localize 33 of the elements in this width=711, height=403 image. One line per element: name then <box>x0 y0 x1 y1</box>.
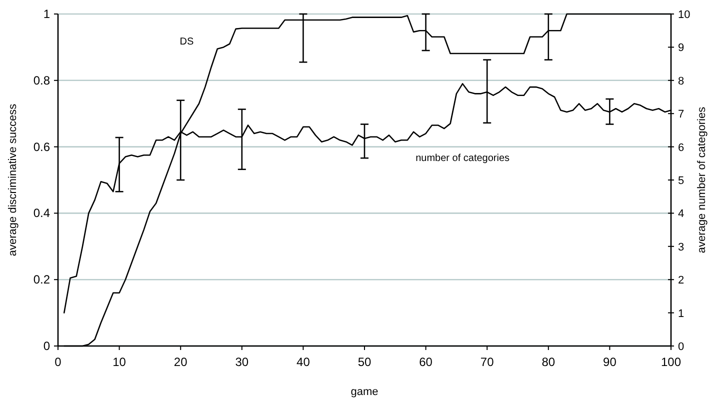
x-tick-label: 30 <box>235 355 249 369</box>
y2-tick-label: 8 <box>678 75 684 88</box>
y2-tick-label: 6 <box>678 142 684 154</box>
y2-tick-label: 9 <box>678 42 684 54</box>
y-tick-label: 0 <box>43 339 50 353</box>
y2-tick-label: 10 <box>678 9 690 21</box>
y2-tick-label: 4 <box>678 208 684 220</box>
x-tick-label: 60 <box>419 355 433 369</box>
y2-tick-label: 2 <box>678 274 684 287</box>
y2-tick-label: 5 <box>678 175 684 187</box>
x-tick-label: 10 <box>112 355 126 369</box>
x-tick-label: 40 <box>296 355 310 369</box>
x-tick-label: 100 <box>660 355 682 369</box>
x-tick-label: 50 <box>358 355 372 369</box>
x-tick-label: 90 <box>603 355 617 369</box>
y2-tick-label: 1 <box>678 308 684 320</box>
y-tick-label: 0.2 <box>33 272 50 287</box>
x-tick-label: 0 <box>54 355 62 369</box>
y-axis-title: average discriminative success <box>7 103 19 256</box>
y-tick-label: 0.8 <box>33 73 50 88</box>
y-tick-label: 0.4 <box>33 206 50 220</box>
y2-axis-title: average number of categories <box>696 106 708 254</box>
y2-tick-label: 0 <box>678 341 684 353</box>
x-axis-title: game <box>350 386 378 398</box>
y2-tick-label: 3 <box>678 241 684 254</box>
y2-tick-label: 7 <box>678 108 684 121</box>
x-tick-label: 20 <box>174 355 188 369</box>
y-tick-label: 1 <box>43 7 50 21</box>
text: DS <box>180 36 194 48</box>
y-tick-label: 0.6 <box>33 140 50 154</box>
x-tick-label: 80 <box>542 355 556 369</box>
x-tick-label: 70 <box>480 355 494 369</box>
series-label: number of categories <box>416 152 510 164</box>
